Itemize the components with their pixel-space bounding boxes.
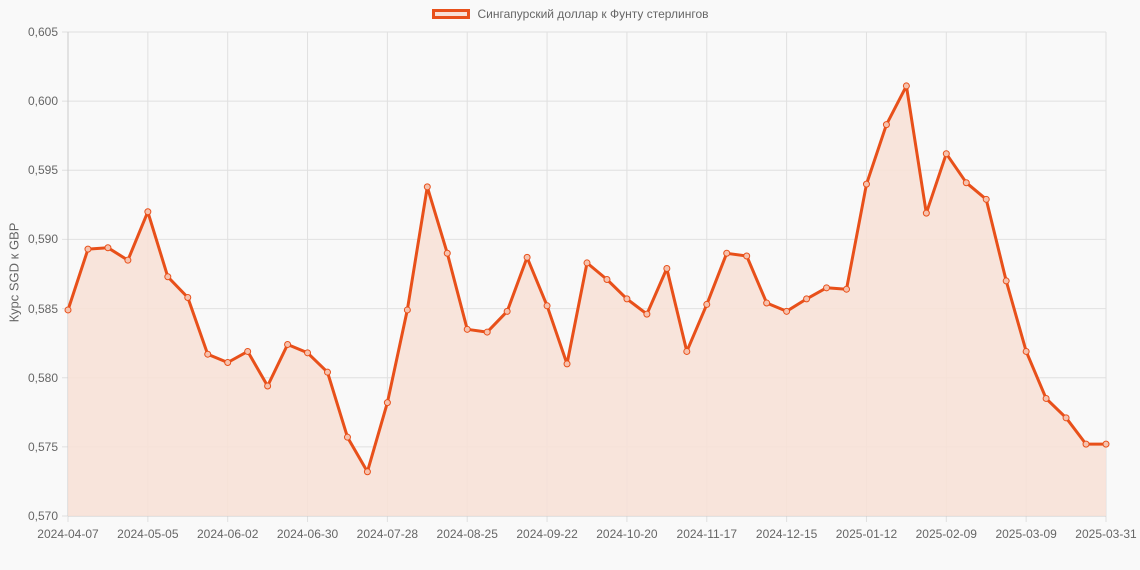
data-point [1002, 277, 1010, 285]
data-point [763, 299, 771, 307]
data-point [643, 310, 651, 318]
y-tick-label: 0,605 [27, 25, 58, 39]
data-point [1082, 440, 1090, 448]
data-point [723, 249, 731, 257]
x-tick-label: 2024-12-15 [755, 527, 818, 541]
y-tick-label: 0,580 [27, 370, 58, 385]
area-fill [68, 85, 1106, 517]
x-tick-label: 2024-06-02 [196, 527, 259, 541]
data-point [84, 245, 92, 253]
data-point [224, 359, 232, 367]
x-tick-label: 2025-03-31 [1075, 527, 1137, 541]
data-point [383, 399, 391, 407]
data-point [503, 307, 511, 315]
data-point [942, 150, 950, 158]
data-point [623, 295, 631, 303]
y-tick-label: 0,575 [27, 439, 58, 454]
x-tick-label: 2024-10-20 [596, 527, 658, 541]
data-point [463, 325, 471, 333]
data-point [962, 179, 970, 187]
data-point [563, 360, 571, 368]
x-tick-label: 2024-09-22 [516, 527, 578, 541]
data-point [663, 264, 671, 272]
legend-label: Сингапурский доллар к Фунту стерлингов [477, 7, 709, 21]
data-point [902, 82, 910, 90]
data-point [882, 121, 890, 129]
x-tick-label: 2025-02-09 [915, 527, 977, 541]
y-tick-label: 0,590 [27, 232, 58, 247]
data-point [324, 368, 331, 376]
x-tick-label: 2024-05-05 [117, 527, 179, 541]
data-point [783, 307, 791, 315]
data-point [343, 433, 351, 441]
data-point [264, 382, 272, 390]
data-point [284, 341, 292, 349]
data-point [743, 252, 751, 260]
data-point [64, 306, 72, 314]
y-tick-label: 0,600 [27, 94, 58, 109]
data-point [244, 347, 252, 355]
data-point [1022, 347, 1030, 355]
y-tick-label: 0,595 [27, 163, 58, 178]
data-point [443, 249, 451, 257]
x-tick-label: 2024-07-28 [356, 527, 419, 541]
data-point [862, 180, 870, 188]
data-point [403, 306, 411, 314]
x-tick-label: 2024-11-17 [676, 527, 738, 541]
x-tick-label: 2025-03-09 [995, 527, 1057, 541]
data-point [483, 328, 491, 336]
data-point [843, 285, 850, 293]
data-point [104, 244, 112, 252]
data-point [363, 468, 371, 476]
data-point [803, 295, 811, 303]
data-point [423, 183, 431, 191]
chart-legend[interactable]: Сингапурский доллар к Фунту стерлингов [0, 7, 1140, 21]
legend-swatch [431, 9, 470, 19]
data-point [1062, 414, 1070, 422]
data-point [982, 195, 990, 203]
x-tick-label: 2024-04-07 [37, 527, 99, 541]
data-point [124, 256, 132, 264]
data-point [1102, 440, 1110, 448]
data-point [1042, 394, 1050, 402]
data-point [543, 302, 551, 310]
y-tick-label: 0,570 [27, 509, 58, 523]
x-tick-label: 2025-01-12 [835, 527, 898, 541]
x-tick-label: 2024-08-25 [436, 527, 498, 541]
data-point [823, 284, 831, 292]
data-point [603, 276, 611, 284]
data-point [683, 347, 691, 355]
data-point [523, 253, 531, 261]
x-tick-label: 2024-06-30 [276, 527, 339, 541]
data-point [922, 209, 930, 217]
data-point [184, 294, 192, 302]
data-point [144, 208, 152, 216]
y-tick-label: 0,585 [27, 301, 58, 316]
data-point [583, 259, 591, 267]
data-point [164, 273, 172, 281]
data-point [204, 350, 212, 358]
data-point [304, 349, 312, 357]
data-point [703, 300, 711, 308]
